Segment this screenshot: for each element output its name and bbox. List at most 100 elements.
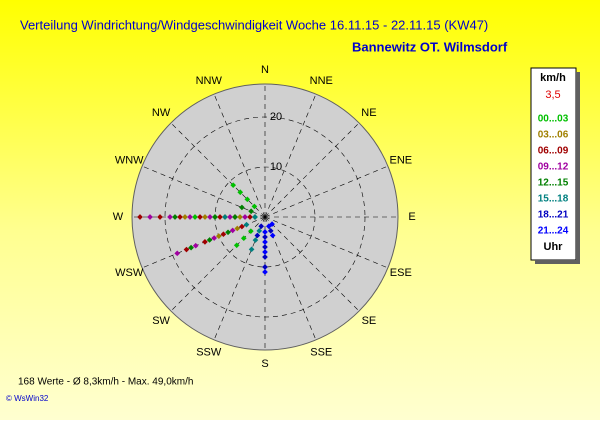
point xyxy=(230,182,237,189)
point xyxy=(239,204,245,211)
point xyxy=(244,196,251,203)
point xyxy=(220,231,227,238)
point xyxy=(137,214,143,220)
point xyxy=(212,214,218,220)
point xyxy=(256,228,263,234)
point xyxy=(229,227,236,234)
point xyxy=(269,221,275,227)
direction-label: ENE xyxy=(389,155,412,167)
point xyxy=(262,269,268,275)
spoke xyxy=(213,94,266,218)
direction-label: WNW xyxy=(115,155,144,167)
direction-label: S xyxy=(261,358,268,370)
point xyxy=(269,232,276,239)
point xyxy=(202,214,208,220)
footer: 168 Werte - Ø 8,3km/h - Max. 49,0km/h xyxy=(18,377,193,388)
legend-entry: 03...06 xyxy=(538,130,569,141)
spoke xyxy=(264,216,317,340)
direction-label: NNE xyxy=(310,75,333,87)
spoke xyxy=(264,122,360,218)
point xyxy=(182,214,188,220)
point xyxy=(187,214,193,220)
chart-subtitle: Bannewitz OT. Wilmsdorf xyxy=(352,39,508,54)
spoke xyxy=(264,94,317,218)
direction-label: SSW xyxy=(196,347,222,359)
point xyxy=(227,214,233,220)
point xyxy=(202,239,208,245)
point xyxy=(225,229,231,236)
point xyxy=(248,246,255,253)
ring xyxy=(164,116,366,318)
spoke xyxy=(142,165,266,218)
point xyxy=(177,214,183,220)
direction-label: E xyxy=(408,211,415,223)
point xyxy=(242,214,248,220)
direction-label: NNW xyxy=(196,75,223,87)
spoke xyxy=(170,122,266,218)
point xyxy=(147,214,153,220)
direction-label: W xyxy=(113,211,124,223)
direction-label: SE xyxy=(362,315,377,327)
point xyxy=(262,249,268,255)
point xyxy=(188,244,194,251)
legend-shadow xyxy=(535,260,580,264)
legend-entry: 00...03 xyxy=(538,114,569,125)
point xyxy=(237,189,244,196)
direction-label: N xyxy=(261,64,269,76)
legend-footer: Uhr xyxy=(544,241,564,253)
point xyxy=(207,214,213,220)
point xyxy=(234,225,241,232)
legend-entry: 06...09 xyxy=(538,146,569,157)
direction-label: ESE xyxy=(390,267,412,279)
legend-entry: 15...18 xyxy=(538,194,569,205)
point xyxy=(215,233,222,239)
point xyxy=(172,214,178,220)
point xyxy=(174,250,181,257)
point xyxy=(248,208,254,215)
point xyxy=(252,214,258,220)
point xyxy=(267,228,274,234)
point xyxy=(262,254,268,260)
point xyxy=(248,228,254,234)
point xyxy=(222,214,228,220)
point xyxy=(262,234,268,240)
legend-current: 3,5 xyxy=(545,89,560,101)
copyright: © WsWin32 xyxy=(6,394,49,403)
point xyxy=(239,223,245,230)
point xyxy=(183,246,190,253)
chart-title: Verteilung Windrichtung/Windgeschwindigk… xyxy=(20,17,488,32)
point xyxy=(211,235,218,241)
legend-shadow xyxy=(576,72,580,264)
point xyxy=(243,221,250,228)
direction-label: NE xyxy=(361,107,376,119)
point xyxy=(262,229,268,235)
direction-label: SW xyxy=(152,315,170,327)
point xyxy=(192,242,199,249)
point xyxy=(252,237,259,243)
point xyxy=(167,214,173,220)
spoke xyxy=(264,216,388,269)
point xyxy=(251,203,258,210)
direction-label: NW xyxy=(152,107,171,119)
legend-entry: 21...24 xyxy=(538,226,569,237)
spoke xyxy=(264,216,360,312)
point xyxy=(197,214,203,220)
spoke xyxy=(213,216,266,340)
point xyxy=(233,242,240,249)
point xyxy=(192,214,198,220)
point xyxy=(206,237,213,243)
point xyxy=(262,264,268,270)
direction-label: WSW xyxy=(115,267,144,279)
point xyxy=(262,239,268,245)
ring-label: 10 xyxy=(270,161,282,173)
point xyxy=(157,214,163,220)
direction-label: SSE xyxy=(310,347,332,359)
point xyxy=(262,244,268,250)
legend-entry: 18...21 xyxy=(538,210,569,221)
point xyxy=(237,214,243,220)
spoke xyxy=(170,216,266,312)
point xyxy=(217,214,223,220)
legend-entry: 12...15 xyxy=(538,178,569,189)
